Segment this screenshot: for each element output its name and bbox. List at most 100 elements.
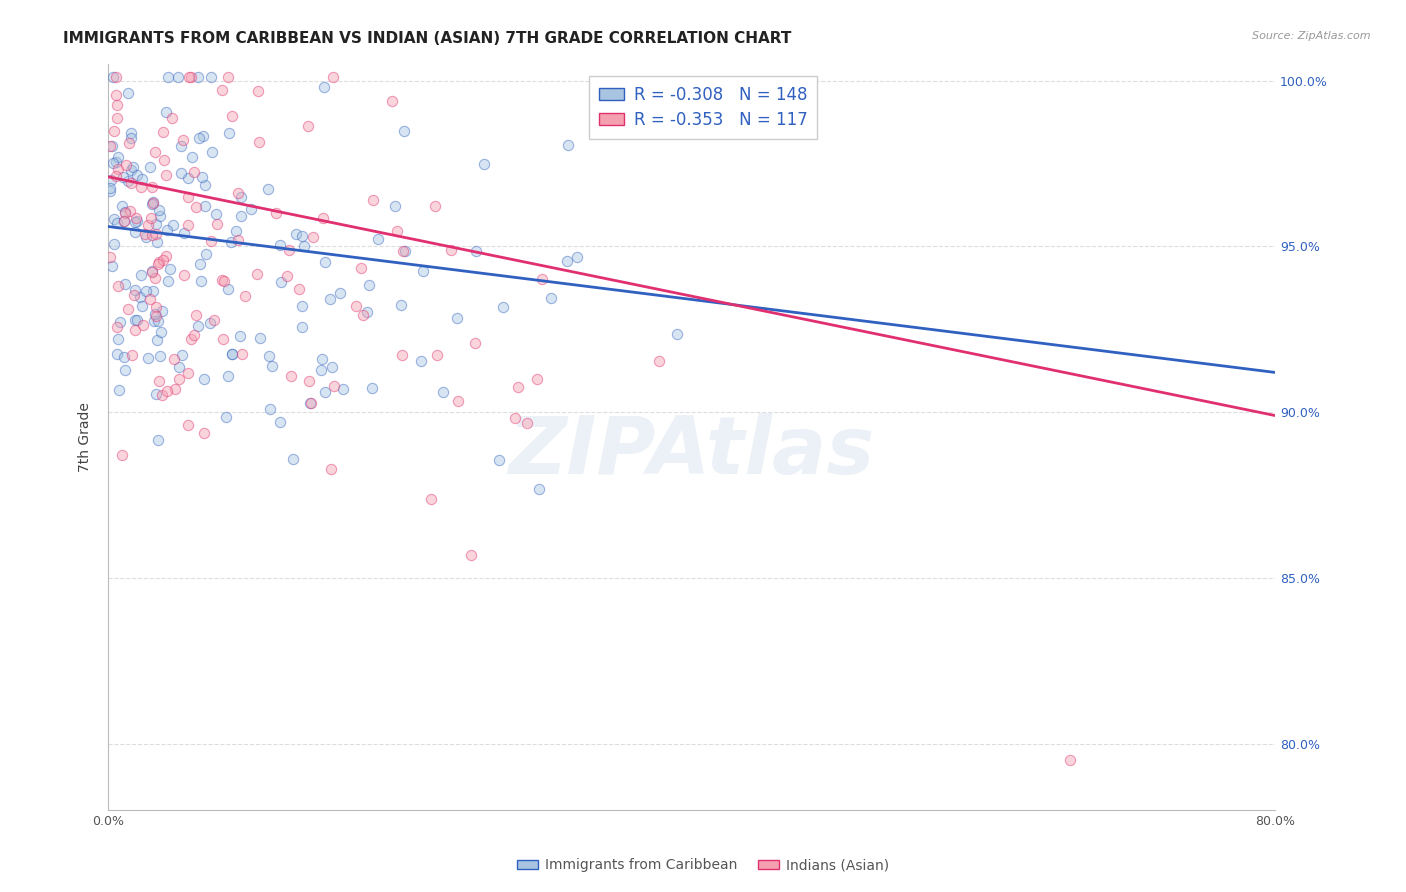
Point xyxy=(121,348,143,362)
Point xyxy=(221,347,243,361)
Point xyxy=(101,70,124,85)
Point xyxy=(120,204,142,219)
Point xyxy=(143,271,166,285)
Point xyxy=(527,482,550,496)
Point xyxy=(177,171,200,186)
Point xyxy=(361,381,384,395)
Point xyxy=(226,186,249,201)
Point xyxy=(124,226,146,240)
Point xyxy=(152,125,174,139)
Point xyxy=(155,249,177,263)
Point xyxy=(412,263,434,277)
Point xyxy=(103,212,125,227)
Point xyxy=(277,243,299,257)
Point xyxy=(150,388,173,402)
Y-axis label: 7th Grade: 7th Grade xyxy=(79,402,93,472)
Point xyxy=(135,230,157,244)
Point xyxy=(100,138,122,153)
Point xyxy=(127,214,149,228)
Point xyxy=(120,162,142,177)
Point xyxy=(125,211,148,225)
Point xyxy=(170,139,193,153)
Point xyxy=(319,292,342,306)
Point xyxy=(173,268,195,283)
Point xyxy=(332,382,354,396)
Point xyxy=(392,244,415,259)
Point xyxy=(141,265,163,279)
Point xyxy=(155,223,177,237)
Point xyxy=(149,325,172,339)
Point xyxy=(98,184,121,198)
Point xyxy=(101,259,124,273)
Point xyxy=(420,491,443,506)
Point xyxy=(122,288,145,302)
Point xyxy=(107,162,129,177)
Point xyxy=(105,169,128,183)
Point xyxy=(124,323,146,337)
Point xyxy=(247,84,270,98)
Point xyxy=(121,161,143,175)
Point xyxy=(200,70,222,85)
Point xyxy=(291,299,314,313)
Point xyxy=(194,178,217,193)
Point xyxy=(187,70,209,85)
Text: IMMIGRANTS FROM CARIBBEAN VS INDIAN (ASIAN) 7TH GRADE CORRELATION CHART: IMMIGRANTS FROM CARIBBEAN VS INDIAN (ASI… xyxy=(63,31,792,46)
Point xyxy=(447,393,470,408)
Point xyxy=(503,411,526,425)
Point xyxy=(107,384,129,398)
Point xyxy=(105,98,128,112)
Point xyxy=(136,218,159,232)
Point xyxy=(103,124,125,138)
Point xyxy=(321,360,343,375)
Point xyxy=(145,387,167,401)
Point xyxy=(124,312,146,326)
Point xyxy=(381,95,404,109)
Point xyxy=(132,318,155,333)
Point xyxy=(142,194,165,209)
Point xyxy=(288,283,311,297)
Point xyxy=(283,451,305,466)
Point xyxy=(269,238,291,252)
Point xyxy=(225,224,247,238)
Point xyxy=(148,254,170,268)
Point xyxy=(264,205,287,219)
Point xyxy=(246,268,269,282)
Point xyxy=(139,161,162,175)
Point xyxy=(229,190,252,204)
Point xyxy=(194,199,217,213)
Point xyxy=(648,354,671,368)
Point xyxy=(146,333,169,347)
Point xyxy=(233,288,256,302)
Point xyxy=(129,180,152,194)
Point xyxy=(259,349,281,363)
Point xyxy=(426,348,449,362)
Point xyxy=(170,166,193,180)
Point xyxy=(160,111,183,125)
Point xyxy=(193,426,215,441)
Point xyxy=(177,366,200,380)
Point xyxy=(322,70,344,85)
Point xyxy=(141,264,163,278)
Point xyxy=(153,153,176,168)
Point xyxy=(193,372,215,386)
Point xyxy=(146,314,169,328)
Point xyxy=(314,385,336,400)
Point xyxy=(323,379,346,393)
Point xyxy=(148,374,170,388)
Point xyxy=(557,138,579,153)
Point xyxy=(231,209,253,223)
Point xyxy=(112,214,135,228)
Point xyxy=(105,111,128,125)
Point xyxy=(367,232,389,246)
Point xyxy=(352,308,374,322)
Point xyxy=(169,372,191,386)
Point xyxy=(465,244,488,259)
Point xyxy=(141,227,163,242)
Point xyxy=(111,199,134,213)
Point xyxy=(104,70,127,85)
Point xyxy=(198,316,221,330)
Point xyxy=(105,155,128,169)
Point xyxy=(145,309,167,323)
Point xyxy=(145,300,167,314)
Point xyxy=(163,382,186,396)
